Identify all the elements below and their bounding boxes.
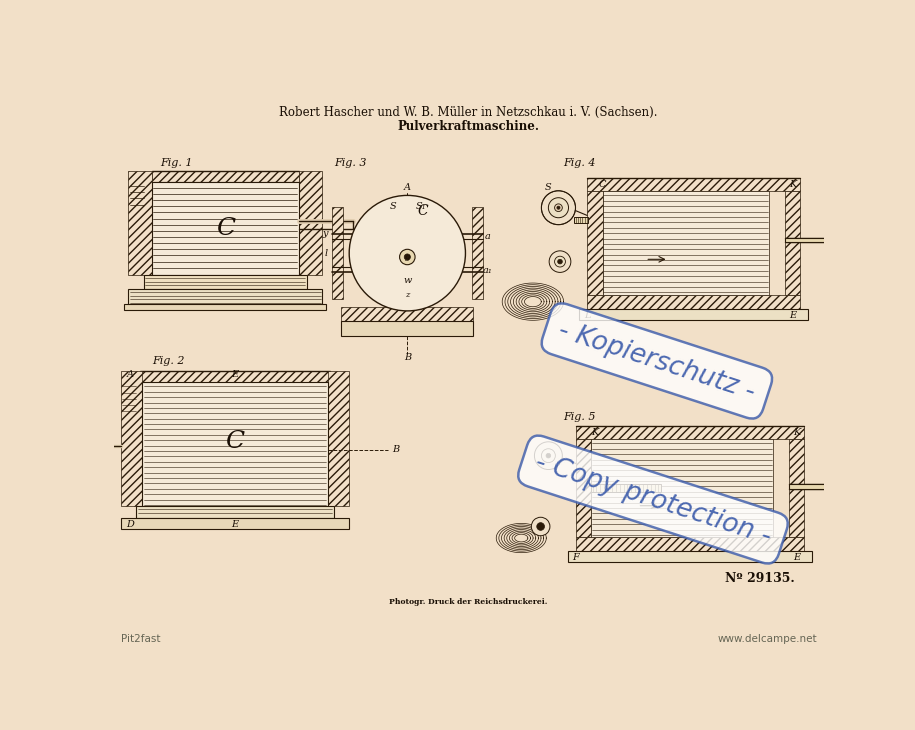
Circle shape [404, 254, 411, 260]
Text: Fig. 4: Fig. 4 [563, 158, 596, 168]
Text: E: E [792, 553, 800, 562]
Circle shape [546, 453, 551, 458]
Bar [128, 288, 322, 304]
Text: E: E [231, 369, 238, 379]
Bar [144, 274, 307, 288]
Text: Pulverkraftmaschine.: Pulverkraftmaschine. [397, 120, 540, 133]
Circle shape [542, 449, 555, 463]
Text: E: E [789, 311, 796, 320]
Bar [121, 518, 350, 529]
Bar [567, 551, 812, 562]
Bar [785, 238, 846, 242]
Bar [395, 247, 419, 272]
Bar [785, 191, 801, 295]
Bar [603, 191, 770, 295]
Text: - Kopierschutz -: - Kopierschutz - [555, 317, 759, 405]
Text: L: L [584, 311, 590, 320]
Text: D: D [126, 520, 134, 529]
Text: F: F [572, 553, 579, 562]
Text: l: l [325, 249, 328, 258]
Bar [576, 537, 804, 551]
Bar [471, 207, 482, 299]
Circle shape [557, 259, 563, 264]
Text: A: A [404, 183, 411, 192]
Bar [391, 211, 396, 276]
Text: S: S [545, 183, 552, 192]
Circle shape [350, 196, 466, 311]
Text: Photogr. Druck der Reichsdruckerei.: Photogr. Druck der Reichsdruckerei. [390, 598, 548, 606]
Text: a: a [484, 231, 490, 241]
Bar [591, 484, 661, 492]
Bar [332, 207, 343, 299]
Text: Nº 29135.: Nº 29135. [725, 572, 795, 585]
Text: www.delcampe.net: www.delcampe.net [717, 634, 817, 644]
Bar [576, 426, 804, 439]
Text: Pit2fast: Pit2fast [121, 634, 160, 644]
Bar [393, 272, 421, 288]
Text: Fig. 1: Fig. 1 [160, 158, 193, 168]
Text: E: E [231, 520, 238, 529]
Text: S₁: S₁ [416, 202, 426, 212]
Bar [328, 371, 350, 506]
Text: g: g [404, 253, 410, 261]
Bar [574, 217, 588, 223]
Text: y: y [322, 229, 328, 239]
Text: S: S [390, 202, 397, 212]
Bar [128, 171, 152, 274]
Bar [341, 321, 473, 337]
Bar [140, 371, 329, 382]
Circle shape [400, 250, 415, 265]
Text: A: A [126, 369, 134, 379]
Text: w: w [404, 276, 412, 285]
Circle shape [542, 191, 576, 225]
Text: a₁: a₁ [482, 266, 492, 274]
Text: z: z [405, 291, 410, 299]
Bar [591, 439, 773, 537]
Circle shape [548, 198, 568, 218]
Bar [299, 171, 322, 274]
Bar [152, 182, 299, 274]
Bar [341, 307, 473, 321]
Text: C: C [417, 204, 428, 218]
Text: Fig. 2: Fig. 2 [153, 356, 185, 366]
Text: C: C [216, 217, 235, 240]
Bar [587, 295, 801, 310]
Text: K: K [789, 180, 796, 189]
Text: Fig. 5: Fig. 5 [563, 412, 596, 422]
Bar [124, 304, 326, 310]
Circle shape [557, 206, 560, 210]
Text: B: B [393, 445, 400, 454]
Bar [576, 439, 591, 537]
Circle shape [554, 204, 563, 212]
Bar [579, 310, 808, 320]
Bar [121, 371, 142, 506]
Bar [789, 439, 804, 537]
Text: - Copy protection -: - Copy protection - [532, 449, 774, 550]
Circle shape [549, 251, 571, 272]
Circle shape [537, 523, 544, 531]
Bar [587, 191, 603, 295]
Text: Fig. 3: Fig. 3 [335, 158, 367, 168]
Text: C: C [225, 430, 244, 453]
Text: K: K [792, 428, 800, 437]
Text: C: C [599, 180, 607, 189]
Bar [142, 382, 328, 506]
Text: B: B [404, 353, 411, 361]
Circle shape [534, 442, 563, 469]
Text: Robert Hascher und W. B. Müller in Netzschkau i. V. (Sachsen).: Robert Hascher und W. B. Müller in Netzs… [279, 106, 658, 119]
Bar [418, 211, 425, 276]
Text: K: K [591, 428, 598, 437]
Circle shape [532, 518, 550, 536]
Bar [587, 178, 801, 191]
Bar [789, 484, 858, 489]
Bar [152, 171, 299, 182]
Circle shape [554, 256, 565, 267]
Bar [400, 288, 415, 301]
Bar [136, 506, 334, 518]
